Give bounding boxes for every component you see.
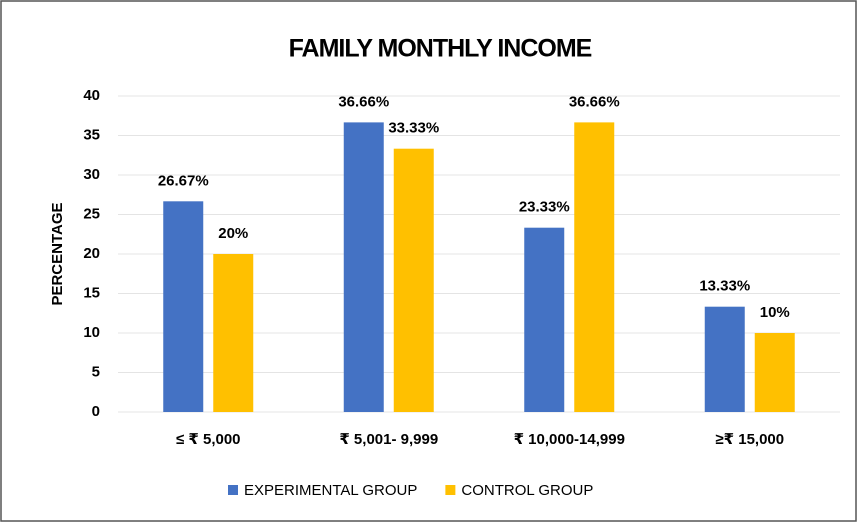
legend-swatch <box>445 485 456 495</box>
legend-swatch <box>228 485 238 495</box>
y-tick-label: 25 <box>83 205 100 222</box>
y-tick-label: 30 <box>83 166 100 183</box>
bar <box>213 254 254 412</box>
y-tick-label: 10 <box>83 324 100 341</box>
chart-title: FAMILY MONTHLY INCOME <box>289 35 592 63</box>
bar <box>343 122 384 413</box>
value-label: 13.33% <box>699 278 750 295</box>
legend-label: CONTROL GROUP <box>461 482 593 499</box>
y-tick-label: 0 <box>92 403 100 420</box>
y-tick-label: 20 <box>83 245 100 262</box>
x-tick-label: ₹ 10,000-14,999 <box>514 431 625 448</box>
y-tick-label: 5 <box>92 363 100 380</box>
bar <box>574 122 615 413</box>
bar <box>524 227 565 412</box>
y-axis-label: PERCENTAGE <box>49 202 66 305</box>
y-tick-label: 35 <box>83 126 100 143</box>
bar <box>393 148 434 412</box>
bar <box>163 201 204 412</box>
value-label: 20% <box>218 225 248 242</box>
x-tick-label: ≥₹ 15,000 <box>715 431 784 448</box>
value-label: 33.33% <box>388 120 439 137</box>
y-tick-label: 40 <box>83 87 100 104</box>
y-tick-label: 15 <box>83 284 100 301</box>
value-label: 10% <box>760 304 790 321</box>
x-tick-label: ≤ ₹ 5,000 <box>176 431 241 448</box>
value-label: 36.66% <box>569 93 620 110</box>
bar <box>704 306 745 412</box>
value-label: 23.33% <box>519 199 570 216</box>
bar <box>754 333 795 412</box>
value-label: 26.67% <box>158 172 209 189</box>
x-tick-label: ₹ 5,001- 9,999 <box>339 431 438 448</box>
legend-label: EXPERIMENTAL GROUP <box>244 482 417 499</box>
value-label: 36.66% <box>338 93 389 110</box>
